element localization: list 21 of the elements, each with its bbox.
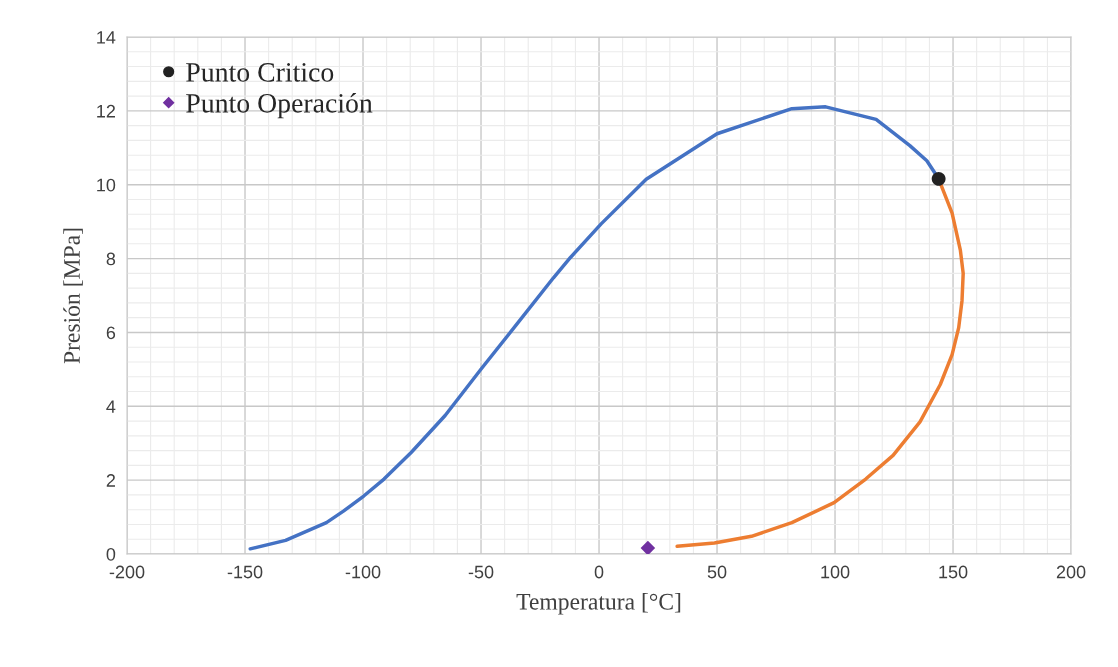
x-tick-label: 150 xyxy=(939,565,968,579)
y-tick-label: 0 xyxy=(106,547,116,561)
y-tick-label: 14 xyxy=(97,31,116,44)
legend-label: Punto Operación xyxy=(186,93,373,119)
x-tick-label: 50 xyxy=(707,565,727,579)
y-tick-label: 4 xyxy=(106,400,116,413)
y-tick-label: 8 xyxy=(106,252,116,266)
y-tick-label: 12 xyxy=(97,104,115,118)
y-tick-label: 2 xyxy=(106,474,115,487)
x-tick-label: 100 xyxy=(821,565,850,579)
y-tick-label: 6 xyxy=(106,326,116,340)
legend-label: Punto Critico xyxy=(186,63,334,82)
x-tick-label: -50 xyxy=(468,565,494,579)
x-tick-label: -100 xyxy=(345,565,381,579)
y-axis-title: Presión [MPa] xyxy=(63,228,83,364)
x-tick-label: 0 xyxy=(594,565,604,579)
y-tick-label: 10 xyxy=(97,178,116,192)
x-tick-label: -200 xyxy=(109,565,145,579)
x-axis-title: Temperatura [°C] xyxy=(516,593,681,615)
x-tick-label: -150 xyxy=(227,565,263,579)
x-tick-label: 200 xyxy=(1056,565,1086,579)
